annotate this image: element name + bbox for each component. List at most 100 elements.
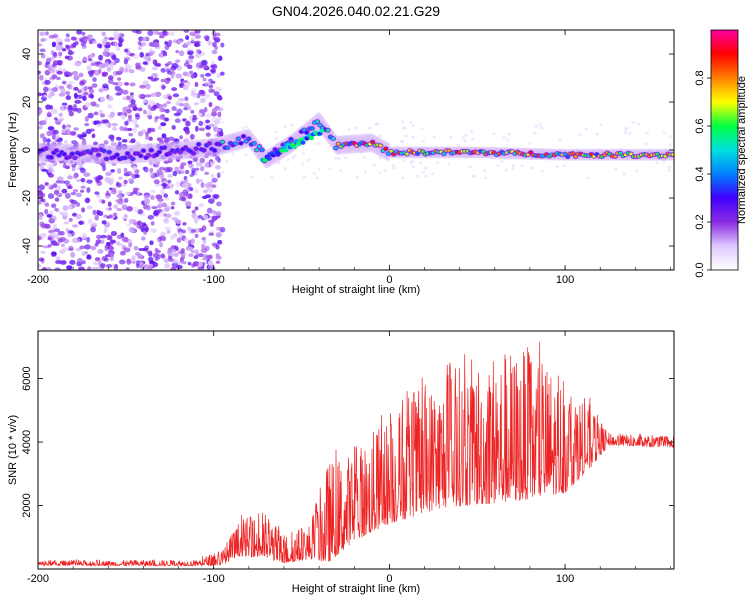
heatmap-cell — [315, 176, 320, 180]
heatmap-cell — [38, 60, 43, 66]
heatmap-cell — [105, 207, 110, 211]
heatmap-cell — [139, 84, 146, 89]
heatmap-cell — [131, 173, 138, 179]
heatmap-cell — [132, 119, 138, 125]
heatmap-cell — [58, 112, 63, 117]
heatmap-cell — [116, 81, 123, 87]
heatmap-cell — [110, 169, 115, 173]
heatmap-cell — [137, 107, 143, 112]
heatmap-cell — [44, 223, 51, 229]
heatmap-cell — [116, 70, 124, 74]
heatmap-cell — [124, 191, 131, 195]
heatmap-cell — [154, 183, 162, 187]
heatmap-cell — [208, 101, 213, 108]
heatmap-cell — [201, 195, 208, 199]
heatmap-cell — [41, 168, 48, 172]
heatmap-cell — [87, 34, 93, 38]
heatmap-cell — [316, 167, 321, 171]
heatmap-cell — [64, 38, 71, 43]
heatmap-cell — [214, 32, 221, 37]
heatmap-cell — [101, 220, 107, 225]
heatmap-cell — [286, 158, 291, 162]
heatmap-cell — [134, 124, 139, 128]
heatmap-cell — [108, 78, 114, 85]
heatmap-cell — [613, 155, 617, 159]
heatmap-cell — [215, 232, 222, 238]
heatmap-cell — [482, 168, 487, 172]
heatmap-cell — [67, 104, 73, 111]
heatmap-cell — [50, 184, 58, 189]
heatmap-cell — [668, 143, 672, 147]
heatmap-cell — [148, 260, 155, 264]
heatmap-ytick-label: -40 — [21, 238, 33, 254]
heatmap-cell — [70, 152, 75, 156]
heatmap-cell — [144, 36, 150, 42]
heatmap-cell — [142, 61, 148, 65]
heatmap-cell — [123, 58, 129, 65]
heatmap-cell — [215, 86, 222, 93]
heatmap-cell — [42, 137, 48, 143]
heatmap-cell — [38, 125, 43, 130]
heatmap-cell — [101, 199, 106, 204]
heatmap-cell — [84, 116, 89, 122]
heatmap-cell — [39, 74, 44, 81]
heatmap-cell — [38, 43, 43, 47]
snr-panel: -200 -100 0 100 2000 4000 6000 Height of strai… — [7, 330, 675, 595]
heatmap-ytick-label: 20 — [21, 96, 33, 108]
heatmap-cell — [62, 205, 69, 211]
heatmap-cell — [57, 119, 63, 123]
heatmap-cell — [160, 78, 165, 83]
heatmap-cell — [378, 171, 382, 175]
heatmap-cell — [191, 209, 196, 214]
colorbar-gradient — [710, 29, 739, 271]
colorbar-ticks: 0.0 0.2 0.4 0.6 0.8 — [694, 70, 711, 278]
heatmap-cell — [121, 216, 127, 220]
heatmap-cell — [60, 260, 67, 265]
heatmap-cell — [49, 227, 56, 231]
heatmap-cell — [185, 120, 191, 127]
heatmap-cell — [138, 154, 143, 158]
heatmap-cell — [118, 190, 123, 194]
heatmap-cell — [511, 164, 516, 168]
heatmap-cell — [139, 263, 146, 270]
heatmap-cell — [59, 236, 67, 242]
heatmap-cell — [84, 101, 91, 108]
heatmap-cell — [401, 159, 406, 163]
heatmap-cell — [86, 187, 91, 193]
heatmap-cell — [383, 169, 387, 173]
heatmap-cell — [168, 40, 173, 44]
heatmap-cell — [163, 193, 169, 198]
heatmap-cell — [213, 91, 220, 97]
heatmap-cell — [92, 40, 98, 45]
heatmap-cell — [159, 34, 165, 39]
heatmap-cell — [197, 214, 203, 219]
heatmap-cell — [48, 67, 56, 74]
heatmap-cell — [128, 132, 134, 137]
heatmap-cell — [402, 126, 407, 130]
heatmap-cell — [133, 245, 139, 251]
heatmap-cell — [157, 198, 164, 202]
heatmap-cell — [527, 141, 532, 145]
heatmap-cell — [182, 85, 189, 91]
heatmap-cell — [197, 253, 204, 258]
heatmap-cell — [131, 255, 136, 261]
heatmap-cell — [83, 172, 91, 177]
heatmap-cell — [61, 243, 65, 248]
heatmap-cell — [211, 177, 218, 183]
heatmap-cell — [123, 179, 128, 185]
heatmap-cell — [118, 32, 124, 37]
heatmap-cell — [181, 80, 186, 84]
heatmap-cell — [273, 147, 277, 151]
heatmap-cell — [181, 229, 187, 234]
heatmap-cell — [116, 46, 121, 51]
heatmap-cell — [192, 114, 197, 118]
heatmap-cell — [125, 64, 132, 70]
heatmap-cell — [157, 125, 162, 130]
heatmap-cell — [73, 127, 79, 131]
heatmap-cell — [204, 65, 209, 70]
heatmap-cell — [154, 116, 159, 120]
heatmap-cell — [47, 167, 53, 174]
heatmap-cell — [123, 197, 129, 203]
heatmap-cell — [215, 253, 220, 257]
